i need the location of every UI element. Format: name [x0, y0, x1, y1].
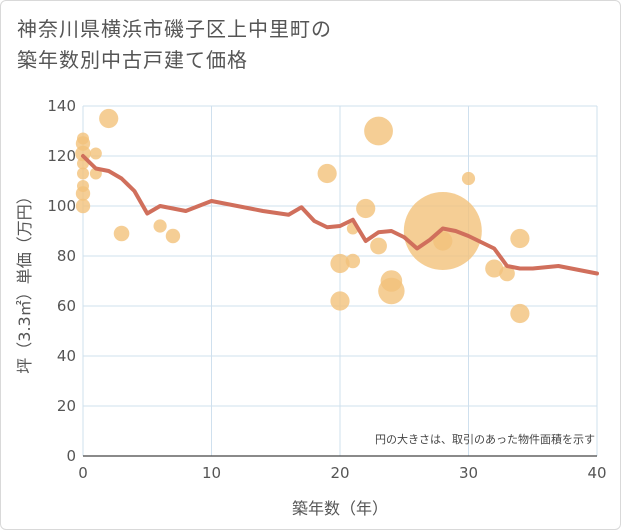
bubbles-layer	[75, 108, 530, 324]
bubble-point-20	[364, 116, 393, 146]
bubble-point-10	[99, 108, 119, 129]
bubble-point-6	[75, 186, 91, 201]
size-note: 円の大きさは、取引のあった物件面積を示す	[375, 432, 595, 446]
bubble-point-28	[499, 265, 515, 282]
chart-title-line1: 神奈川県横浜市磯子区上中里町の	[17, 17, 332, 41]
x-axis-label: 築年数（年）	[292, 499, 388, 518]
y-tick-20: 20	[57, 397, 76, 415]
y-tick-80: 80	[57, 247, 76, 265]
y-axis-label: 坪（3.3㎡）単価（万円）	[15, 188, 34, 373]
bubble-point-13	[165, 228, 181, 244]
y-tick-40: 40	[57, 347, 76, 365]
bubble-point-30	[510, 303, 530, 324]
trend-line	[81, 154, 599, 276]
bubble-point-4	[77, 167, 89, 180]
y-tick-100: 100	[47, 197, 76, 215]
tick-labels: 0 20 40 60 80 100 120 140 0 10 20 30 40	[47, 97, 606, 482]
bubble-point-25	[433, 231, 453, 251]
y-tick-120: 120	[47, 147, 76, 165]
bubble-point-11	[113, 225, 130, 242]
bubble-point-26	[461, 171, 476, 186]
bubble-point-27	[485, 259, 504, 278]
bubble-point-21	[370, 237, 387, 255]
y-tick-60: 60	[57, 297, 76, 315]
y-tick-140: 140	[47, 97, 76, 115]
x-tick-30: 30	[459, 464, 478, 482]
bubble-point-8	[89, 147, 102, 160]
bubble-point-15	[330, 253, 350, 274]
bubble-point-23	[378, 277, 405, 305]
bubble-point-18	[345, 253, 361, 269]
y-tick-0: 0	[66, 447, 76, 465]
bubble-point-12	[153, 219, 167, 233]
x-tick-10: 10	[202, 464, 221, 482]
bubble-point-29	[510, 228, 530, 249]
bubble-point-16	[330, 291, 350, 311]
chart-title-line2: 築年数別中古戸建て価格	[17, 48, 248, 72]
bubble-point-14	[317, 163, 337, 184]
bubble-point-7	[75, 198, 91, 214]
grid-lines	[82, 105, 598, 457]
x-tick-20: 20	[330, 464, 349, 482]
x-tick-0: 0	[78, 464, 88, 482]
x-tick-40: 40	[587, 464, 606, 482]
bubble-point-19	[356, 198, 376, 219]
trend-layer	[81, 154, 599, 276]
chart-title: 神奈川県横浜市磯子区上中里町の 築年数別中古戸建て価格	[17, 14, 332, 76]
